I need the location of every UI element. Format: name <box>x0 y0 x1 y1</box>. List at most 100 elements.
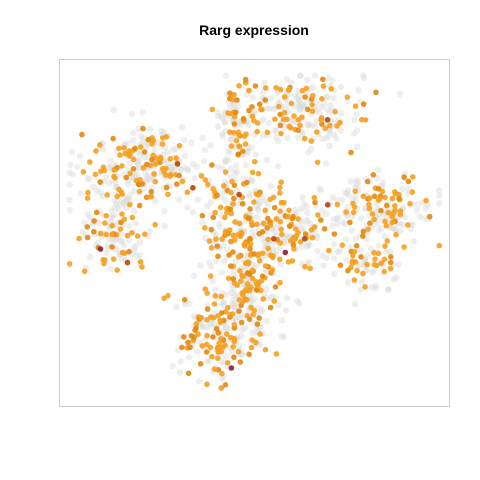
expressing-cell-point <box>251 118 257 124</box>
background-cell-point <box>126 159 134 167</box>
expressing-cell-point <box>436 242 443 249</box>
background-cell-point <box>304 76 311 84</box>
background-cell-point <box>218 301 226 308</box>
background-cell-point <box>254 206 262 213</box>
expressing-cell-point <box>321 226 328 232</box>
background-cell-point <box>304 209 311 216</box>
background-cell-point <box>137 133 145 140</box>
expressing-cell-point <box>187 344 193 351</box>
background-cell-point <box>126 222 133 229</box>
background-cell-point <box>134 253 141 260</box>
expressing-cell-point <box>350 200 356 207</box>
expressing-cell-point <box>347 219 353 226</box>
background-cell-point <box>135 157 142 164</box>
background-cell-point <box>225 149 232 156</box>
background-cell-point <box>251 295 258 302</box>
expressing-cell-point <box>235 254 242 260</box>
background-cell-point <box>116 237 124 244</box>
expressing-cell-point <box>239 201 246 207</box>
expressing-cell-point <box>222 214 228 221</box>
background-cell-point <box>132 220 139 227</box>
background-cell-point <box>294 134 302 141</box>
background-cell-point <box>329 77 336 84</box>
background-cell-point <box>112 180 120 187</box>
expressing-cell-point <box>116 145 122 152</box>
expressing-cell-point <box>97 142 103 148</box>
background-cell-point <box>178 124 186 131</box>
background-cell-point <box>390 225 397 233</box>
expressing-cell-point <box>389 219 395 226</box>
background-cell-point <box>325 132 333 139</box>
expressing-cell-point <box>215 313 221 319</box>
expressing-cell-point <box>112 175 118 181</box>
expressing-cell-point <box>370 172 377 178</box>
expressing-cell-point <box>251 307 258 314</box>
expressing-cell-point <box>388 254 394 260</box>
expressing-cell-point <box>246 87 252 94</box>
background-cell-point <box>330 241 338 248</box>
expressing-cell-point <box>227 263 234 269</box>
expressing-cell-point <box>85 189 91 196</box>
background-cell-point <box>380 179 387 186</box>
background-cell-point <box>298 205 305 212</box>
background-cell-point <box>212 257 220 265</box>
background-cell-point <box>280 334 288 341</box>
background-cell-point <box>334 197 341 204</box>
expressing-cell-point <box>375 250 382 257</box>
expressing-cell-point <box>121 145 127 151</box>
high-expression-layer <box>97 117 331 371</box>
expressing-cell-point <box>277 279 283 286</box>
background-cell-point <box>194 348 201 355</box>
expressing-cell-point <box>228 238 235 245</box>
expressing-cell-point <box>239 231 245 237</box>
background-cell-point <box>294 87 301 95</box>
background-cell-point <box>271 228 278 236</box>
expressing-cell-point <box>221 183 227 189</box>
background-cell-point <box>414 201 422 208</box>
expressing-cell-point <box>255 170 262 177</box>
expressing-cell-point <box>262 346 269 353</box>
background-cell-point <box>249 228 256 235</box>
expressing-cell-point <box>365 226 371 232</box>
background-cell-point <box>416 213 423 220</box>
expressing-cell-point <box>114 193 121 200</box>
background-cell-point <box>337 83 345 91</box>
background-cell-point <box>266 105 273 112</box>
background-cell-point <box>170 146 177 154</box>
background-cell-point <box>126 191 133 199</box>
background-cell-point <box>254 213 261 220</box>
expressing-cell-point <box>332 108 339 115</box>
background-cell-point <box>204 357 211 365</box>
expressing-cell-point <box>371 250 377 256</box>
background-cell-point <box>200 157 208 165</box>
background-cell-point <box>144 173 151 180</box>
expressing-cell-point <box>137 176 143 183</box>
background-cell-point <box>340 219 347 226</box>
background-cell-point <box>353 127 361 134</box>
expressing-cell-point <box>217 317 223 324</box>
background-cell-point <box>324 93 332 101</box>
expressing-cell-point <box>271 204 278 211</box>
background-cell-point <box>233 168 240 175</box>
expressing-cell-point <box>249 275 256 282</box>
expressing-cell-point <box>287 125 294 131</box>
background-cell-point <box>236 314 244 321</box>
expressing-cell-point <box>230 201 236 207</box>
background-cell-point <box>330 94 337 102</box>
background-cell-point <box>361 205 369 212</box>
background-cell-point <box>128 110 136 118</box>
background-cell-point <box>390 276 397 283</box>
expressing-cell-point <box>401 174 407 180</box>
background-cell-point <box>249 298 256 305</box>
background-cell-point <box>314 234 321 241</box>
expressing-cell-point <box>280 116 287 123</box>
background-cell-point <box>173 303 180 311</box>
expressing-cell-point <box>132 145 138 152</box>
expressing-cells-layer <box>66 76 443 391</box>
background-cell-point <box>278 317 286 324</box>
expressing-cell-point <box>199 212 206 219</box>
background-cell-point <box>249 329 256 336</box>
background-cell-point <box>277 244 284 251</box>
background-cell-point <box>284 294 291 302</box>
background-cell-point <box>413 207 420 214</box>
